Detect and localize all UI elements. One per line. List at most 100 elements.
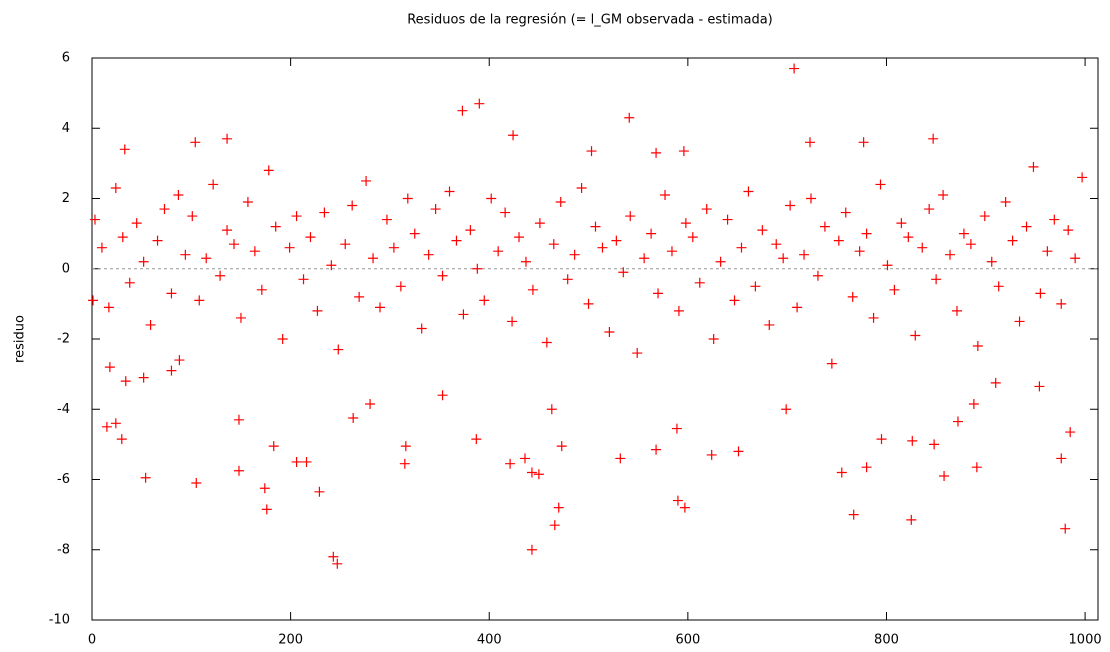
marker — [256, 284, 267, 295]
marker — [687, 232, 698, 243]
marker — [651, 444, 662, 455]
marker — [757, 225, 768, 236]
marker — [471, 434, 482, 445]
marker — [1077, 172, 1088, 183]
marker — [625, 211, 636, 222]
marker — [423, 249, 434, 260]
marker — [833, 235, 844, 246]
marker — [138, 256, 149, 267]
marker — [986, 256, 997, 267]
marker — [805, 137, 816, 148]
marker — [268, 441, 279, 452]
marker — [826, 358, 837, 369]
marker — [789, 63, 800, 74]
marker — [792, 302, 803, 313]
marker — [291, 456, 302, 467]
marker — [520, 256, 531, 267]
y-axis-label: residuo — [13, 315, 28, 363]
marker — [848, 509, 859, 520]
marker — [546, 404, 557, 415]
marker — [939, 470, 950, 481]
marker — [103, 302, 114, 313]
marker — [729, 295, 740, 306]
marker — [479, 295, 490, 306]
marker — [993, 281, 1004, 292]
marker — [437, 270, 448, 281]
marker — [586, 146, 597, 157]
marker — [166, 288, 177, 299]
marker — [750, 281, 761, 292]
marker — [673, 305, 684, 316]
marker — [124, 277, 135, 288]
marker — [140, 472, 151, 483]
marker — [847, 291, 858, 302]
y-tick-label: -4 — [57, 402, 70, 417]
marker — [229, 239, 240, 250]
marker — [1034, 381, 1045, 392]
marker — [958, 228, 969, 239]
marker — [486, 193, 497, 204]
marker — [861, 462, 872, 473]
marker — [242, 197, 253, 208]
marker — [190, 137, 201, 148]
marker — [500, 207, 511, 218]
marker — [952, 416, 963, 427]
y-tick-label: 6 — [62, 51, 70, 66]
marker — [233, 414, 244, 425]
marker — [548, 239, 559, 250]
marker — [553, 502, 564, 513]
marker — [235, 312, 246, 323]
marker — [400, 441, 411, 452]
marker — [507, 316, 518, 327]
x-tick-label: 600 — [675, 633, 700, 648]
marker — [120, 376, 131, 387]
marker — [340, 239, 351, 250]
marker — [508, 130, 519, 141]
marker — [332, 558, 343, 569]
marker — [458, 309, 469, 320]
marker — [348, 413, 359, 424]
marker — [1000, 197, 1011, 208]
marker — [1070, 253, 1081, 264]
marker — [347, 200, 358, 211]
marker — [180, 249, 191, 260]
marker — [549, 520, 560, 531]
marker — [875, 179, 886, 190]
marker — [116, 434, 127, 445]
marker — [646, 228, 657, 239]
marker — [632, 348, 643, 359]
marker — [301, 456, 312, 467]
marker — [166, 365, 177, 376]
marker — [430, 204, 441, 215]
marker — [451, 235, 462, 246]
marker — [187, 211, 198, 222]
marker — [764, 319, 775, 330]
marker — [653, 288, 664, 299]
marker — [929, 439, 940, 450]
marker — [119, 144, 130, 155]
marker — [971, 462, 982, 473]
marker — [1035, 288, 1046, 299]
marker — [374, 302, 385, 313]
marker — [706, 449, 717, 460]
marker — [660, 189, 671, 200]
marker — [615, 453, 626, 464]
marker — [945, 249, 956, 260]
marker — [1028, 161, 1039, 172]
marker — [388, 242, 399, 253]
marker — [876, 434, 887, 445]
marker — [263, 165, 274, 176]
marker — [990, 377, 1001, 388]
marker — [457, 105, 468, 116]
marker — [110, 182, 121, 193]
marker — [381, 214, 392, 225]
marker — [277, 334, 288, 344]
marker — [261, 504, 272, 515]
marker — [722, 214, 733, 225]
marker — [781, 404, 792, 415]
marker — [924, 204, 935, 215]
marker — [104, 362, 115, 373]
marker — [569, 249, 580, 260]
marker — [270, 221, 281, 232]
